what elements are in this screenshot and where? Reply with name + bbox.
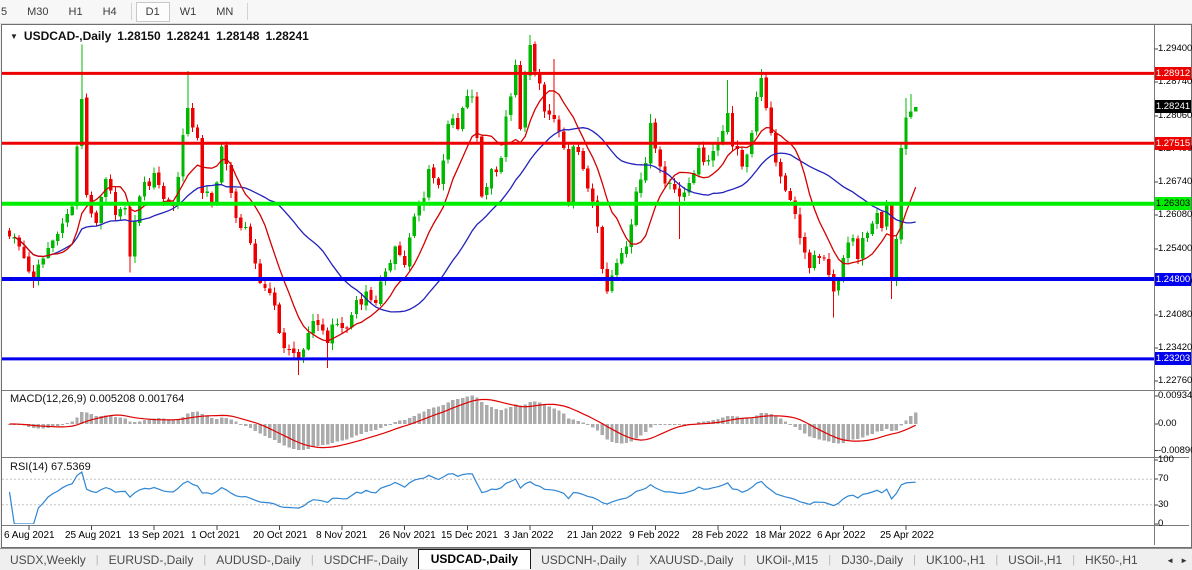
date-label: 21 Jan 2022 [567,530,623,541]
timeframe-button-d1[interactable]: D1 [135,1,170,22]
chart-tab-uk100[interactable]: UK100-,H1 [925,553,986,567]
rsi-axis-tick: 30 [1158,499,1169,510]
macd-axis-tick: 0.00 [1158,418,1177,429]
rsi-indicator-label: RSI(14) 67.5369 [10,461,91,473]
tab-separator: | [203,554,207,566]
chart-tab-ukoil[interactable]: UKOil-,M15 [756,553,819,567]
chart-tab-xauusd[interactable]: XAUUSD-,Daily [649,553,734,567]
price-axis-tick: 1.29400 [1158,43,1192,54]
tab-separator: | [995,554,999,566]
rsi-axis-tick: 0 [1158,518,1164,529]
price-axis-tick: 1.28060 [1158,110,1192,121]
price-axis-tick: 1.24080 [1158,309,1192,320]
tab-separator: | [828,554,832,566]
chart-tab-dj30[interactable]: DJ30-,Daily [841,553,904,567]
chevron-down-icon[interactable]: ▼ [10,31,18,41]
date-label: 20 Oct 2021 [253,530,308,541]
tab-separator: | [95,554,99,566]
date-label: 25 Apr 2022 [880,530,934,541]
date-label: 28 Feb 2022 [692,530,749,541]
ohlc-high: 1.28241 [166,29,211,43]
level-price-badge: 1.24800 [1155,273,1191,286]
timeframe-button-h4[interactable]: H4 [102,5,117,18]
tab-separator: | [636,554,640,566]
tab-separator: | [310,554,314,566]
price-axis-tick: 1.26740 [1158,176,1192,187]
level-price-badge: 1.27515 [1155,137,1191,150]
date-label: 6 Apr 2022 [817,530,866,541]
chart-tab-hk50[interactable]: HK50-,H1 [1085,553,1138,567]
chart-window: ▼ USDCAD-,Daily 1.28150 1.28241 1.28148 … [1,24,1192,548]
macd-axis-tick: -0.00890 [1158,445,1192,456]
tab-separator: | [913,554,916,566]
level-price-badge: 1.28912 [1155,67,1191,80]
timeframe-button-m30[interactable]: M30 [27,5,49,18]
date-label: 13 Sep 2021 [128,530,185,541]
chart-tab-usdchf[interactable]: USDCHF-,Daily [323,553,408,567]
ohlc-open: 1.28150 [117,29,161,43]
macd-indicator-label: MACD(12,26,9) 0.005208 0.001764 [10,393,185,405]
tabs-scroll-arrows: ◄ ► [1166,556,1192,565]
chart-tab-usdx[interactable]: USDX,Weekly [10,553,86,567]
price-axis-tick: 1.23420 [1158,342,1192,353]
date-label: 25 Aug 2021 [65,530,122,541]
date-label: 8 Nov 2021 [316,530,368,541]
rsi-axis-tick: 70 [1158,473,1169,484]
symbol-period-label: USDCAD-,Daily [23,29,112,43]
tabs-scroll-right-icon[interactable]: ► [1180,555,1188,565]
chart-tab-audusd[interactable]: AUDUSD-,Daily [216,553,301,567]
price-axis-tick: 1.25400 [1158,243,1192,254]
ohlc-close: 1.28241 [265,29,309,43]
price-axis-tick: 1.22760 [1158,375,1192,386]
tabs-scroll-left-icon[interactable]: ◄ [1166,555,1175,565]
timeframe-toolbar: 5 M30 H1 H4 D1 W1 MN [0,0,1192,24]
macd-axis-tick: 0.009345 [1158,390,1192,401]
chart-canvas[interactable] [2,25,1189,545]
chart-tab-usdcnh[interactable]: USDCNH-,Daily [541,553,627,567]
date-label: 15 Dec 2021 [441,530,498,541]
price-axis-tick: 1.26080 [1158,209,1192,220]
rsi-axis-tick: 100 [1158,454,1174,465]
current-price-badge: 1.28241 [1155,100,1191,113]
date-label: 6 Aug 2021 [4,530,55,541]
level-price-badge: 1.23203 [1155,352,1191,365]
date-label: 1 Oct 2021 [191,530,240,541]
timeframe-button-w1[interactable]: W1 [179,5,197,18]
date-label: 26 Nov 2021 [379,530,436,541]
toolbar-separator [247,3,249,20]
timeframe-button-mn[interactable]: MN [216,5,234,18]
timeframe-button-h1[interactable]: H1 [68,5,83,18]
date-label: 18 Mar 2022 [755,530,812,541]
date-label: 9 Feb 2022 [629,530,680,541]
price-axis-tick: 1.28740 [1158,76,1192,87]
tab-separator: | [743,554,747,566]
ohlc-low: 1.28148 [216,29,260,43]
chart-tab-usoil[interactable]: USOil-,H1 [1008,553,1063,567]
timeframe-button-5[interactable]: 5 [1,5,8,18]
chart-tabs-bar: USDX,Weekly | EURUSD-,Daily | AUDUSD-,Daily |… [0,548,1192,570]
chart-title: ▼ USDCAD-,Daily 1.28150 1.28241 1.28148 … [10,29,309,43]
tab-separator: | [1072,554,1076,566]
chart-tab-usdcad[interactable]: USDCAD-,Daily [417,548,532,569]
toolbar-separator [130,3,132,20]
date-label: 3 Jan 2022 [504,530,554,541]
chart-tab-eurusd[interactable]: EURUSD-,Daily [108,553,194,567]
level-price-badge: 1.26303 [1155,197,1191,210]
